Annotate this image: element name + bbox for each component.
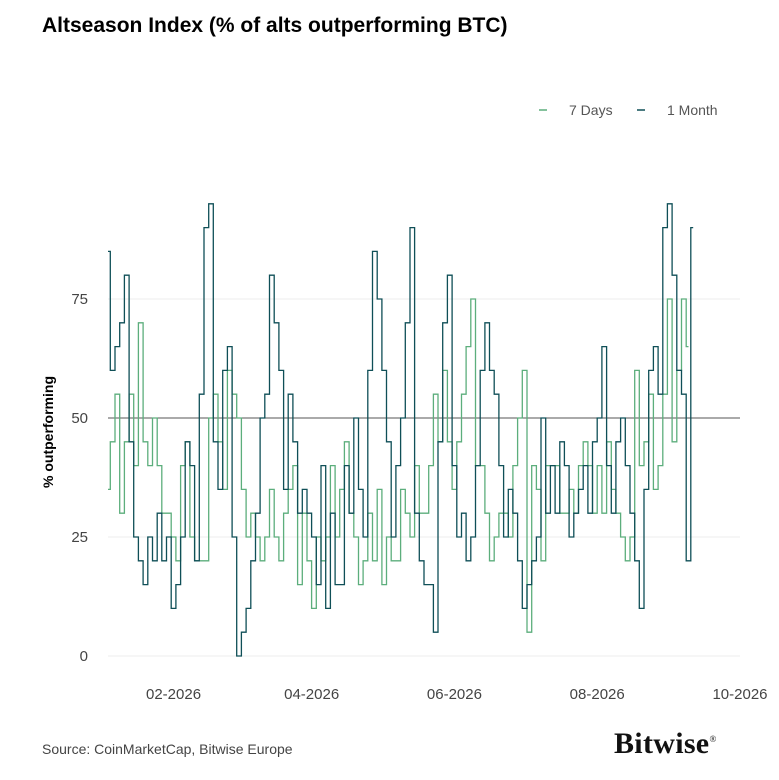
x-tick-label-10-2026: 10-2026 [712,686,767,703]
bitwise-logo: Bitwise® [614,727,717,761]
chart-title: Altseason Index (% of alts outperforming… [42,14,508,37]
series-line-1-month [108,203,694,657]
logo-registered-mark: ® [709,734,717,744]
series-lines [108,203,694,657]
legend-label-1-month: 1 Month [667,102,718,118]
y-tick-labels: 0 25 50 75 [71,291,88,665]
x-tick-label-02-2026: 02-2026 [146,686,201,703]
y-tick-label-25: 25 [71,529,88,546]
y-tick-label-50: 50 [71,410,88,427]
y-tick-label-75: 75 [71,291,88,308]
x-tick-label-04-2026: 04-2026 [284,686,339,703]
x-tick-label-08-2026: 08-2026 [570,686,625,703]
logo-text: Bitwise [614,727,710,760]
source-note: Source: CoinMarketCap, Bitwise Europe [42,741,293,757]
legend: 7 Days 1 Month [539,102,718,118]
x-tick-labels: 02-2026 04-2026 06-2026 08-2026 10-2026 [146,686,768,703]
y-axis-label: % outperforming [40,376,56,488]
series-line-7-days [108,298,689,633]
legend-label-7-days: 7 Days [569,102,613,118]
x-tick-label-06-2026: 06-2026 [427,686,482,703]
y-tick-label-0: 0 [80,648,88,665]
grid-lines [108,298,740,657]
